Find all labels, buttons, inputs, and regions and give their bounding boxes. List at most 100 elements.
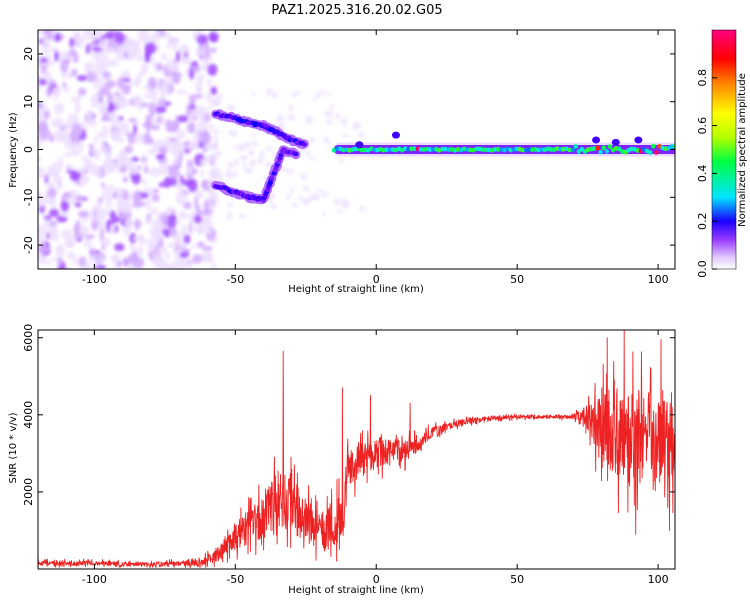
noise-blob xyxy=(102,160,110,172)
carrier-cell xyxy=(595,145,600,151)
noise-blob xyxy=(112,253,120,267)
noise-blob xyxy=(79,176,87,185)
carrier-cell xyxy=(527,147,532,153)
carrier-cell xyxy=(607,144,613,150)
noise-blob xyxy=(182,144,187,151)
x-tick-label: -100 xyxy=(82,573,107,586)
carrier-cell xyxy=(412,146,417,152)
noise-blob xyxy=(137,70,143,82)
noise-blob xyxy=(132,193,141,201)
noise-blob xyxy=(60,200,70,212)
noise-blob xyxy=(74,114,80,122)
carrier-cell xyxy=(359,147,365,153)
noise-blob xyxy=(169,225,177,237)
noise-blob xyxy=(322,210,326,217)
noise-blob xyxy=(305,115,313,125)
noise-blob xyxy=(115,53,125,61)
noise-blob xyxy=(194,203,200,211)
noise-blob xyxy=(81,154,87,162)
noise-blob xyxy=(120,201,132,214)
noise-blob xyxy=(68,49,77,57)
carrier-bump xyxy=(634,136,643,144)
noise-blob xyxy=(266,88,273,97)
noise-blob xyxy=(251,131,256,138)
y-tick-label: 6000 xyxy=(22,324,35,352)
noise-blob xyxy=(49,135,55,143)
noise-blob xyxy=(326,118,334,126)
noise-blob xyxy=(150,55,155,67)
noise-blob xyxy=(224,170,234,179)
noise-blob xyxy=(168,167,180,179)
noise-blob xyxy=(38,236,46,245)
noise-blob xyxy=(88,143,94,150)
colorbar-tick-label: 0.8 xyxy=(696,69,709,87)
y-tick-label: -20 xyxy=(22,236,35,254)
noise-blob xyxy=(92,51,98,59)
noise-blob xyxy=(105,154,111,162)
noise-blob xyxy=(64,138,75,150)
noise-blob xyxy=(205,91,213,103)
noise-blob xyxy=(52,175,63,184)
noise-blob xyxy=(86,119,95,124)
snr-axes: -100 -50 0 50 100 2000 4000 6000 xyxy=(22,324,675,586)
noise-blob xyxy=(322,191,328,198)
noise-blob xyxy=(232,145,242,149)
noise-blob xyxy=(148,102,158,115)
noise-blob xyxy=(359,205,365,212)
noise-blob xyxy=(287,113,296,122)
noise-blob xyxy=(170,143,182,157)
noise-blob xyxy=(106,47,117,54)
noise-blob xyxy=(133,221,143,226)
noise-blob xyxy=(88,247,96,257)
noise-blob xyxy=(227,201,234,208)
noise-blob xyxy=(160,52,168,61)
noise-blob xyxy=(38,156,42,162)
carrier-cell xyxy=(387,147,392,153)
noise-blob xyxy=(73,150,80,156)
noise-blob xyxy=(177,115,189,123)
snr-background xyxy=(38,330,675,569)
noise-blob xyxy=(161,213,169,226)
noise-blob xyxy=(69,37,74,48)
noise-blob xyxy=(145,197,152,210)
carrier-cell xyxy=(617,146,622,152)
noise-blob xyxy=(110,129,121,140)
noise-blob xyxy=(85,43,91,54)
noise-blob xyxy=(113,31,125,44)
carrier-cell xyxy=(601,145,606,151)
noise-blob xyxy=(176,90,188,95)
noise-blob xyxy=(53,102,65,111)
lower-branch-core xyxy=(293,151,299,157)
noise-blob xyxy=(178,44,189,55)
noise-blob xyxy=(38,166,45,179)
carrier-cell xyxy=(573,144,578,149)
noise-blob xyxy=(107,109,117,121)
noise-blob xyxy=(60,52,71,59)
noise-blob xyxy=(102,71,112,80)
x-tick-label: 100 xyxy=(648,273,669,286)
noise-blob xyxy=(51,86,62,96)
noise-blob xyxy=(195,78,203,91)
noise-blob xyxy=(191,66,201,73)
noise-blob xyxy=(38,30,42,36)
noise-blob xyxy=(187,140,199,151)
noise-blob xyxy=(335,112,341,121)
noise-blob xyxy=(90,94,99,109)
noise-blob xyxy=(38,199,46,207)
noise-blob xyxy=(61,82,67,88)
noise-blob xyxy=(339,156,343,165)
noise-blob xyxy=(124,145,133,154)
lower-branch-core xyxy=(272,168,278,173)
noise-blob xyxy=(108,102,115,113)
noise-blob xyxy=(86,71,96,83)
noise-blob xyxy=(110,162,123,171)
noise-blob xyxy=(38,244,49,255)
carrier-cell xyxy=(651,143,656,149)
noise-blob xyxy=(47,47,59,52)
noise-blob xyxy=(195,47,207,56)
noise-blob xyxy=(217,98,221,104)
x-tick-label: 100 xyxy=(648,573,669,586)
noise-blob xyxy=(232,171,238,177)
noise-blob xyxy=(225,180,229,186)
noise-blob xyxy=(154,106,167,114)
